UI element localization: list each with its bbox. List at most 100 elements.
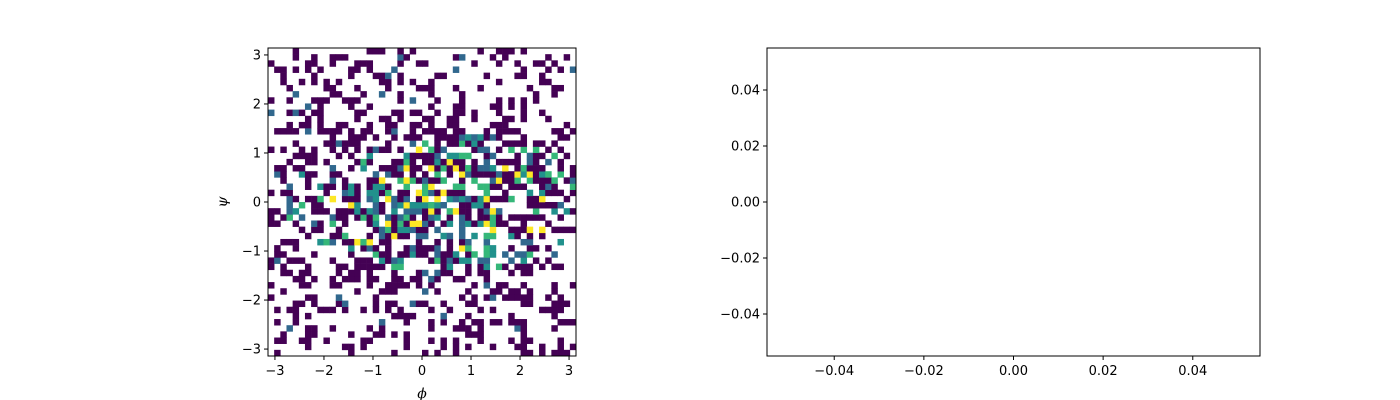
histogram-cell <box>385 226 392 234</box>
histogram-cell <box>378 251 386 258</box>
histogram-cell <box>495 263 503 271</box>
histogram-cell <box>286 269 293 277</box>
histogram-cell <box>372 245 380 252</box>
histogram-cell <box>502 121 509 129</box>
histogram-cell <box>520 103 528 110</box>
histogram-cell <box>385 251 392 258</box>
x-tick-label: 3 <box>565 364 573 379</box>
histogram-cell <box>274 66 281 73</box>
histogram-cell <box>378 115 386 123</box>
histogram-cell <box>397 91 404 98</box>
histogram-cell <box>354 84 361 92</box>
histogram-cell <box>323 84 330 92</box>
histogram-cell <box>415 121 423 129</box>
histogram-y-ticks: −3 −2 −1 0 1 2 3 <box>242 48 268 358</box>
histogram-cell <box>385 214 392 221</box>
histogram-cell <box>428 257 435 264</box>
histogram-cell <box>403 158 410 166</box>
histogram-cell <box>422 220 429 227</box>
histogram-cell <box>422 288 429 295</box>
histogram-cell <box>397 263 404 271</box>
histogram-cell <box>489 54 497 61</box>
histogram-cell <box>403 245 410 252</box>
histogram-cell <box>458 134 466 141</box>
histogram-cell <box>520 165 528 172</box>
histogram-cell <box>563 319 571 326</box>
histogram-cell <box>341 177 349 184</box>
histogram-cell <box>366 232 374 240</box>
histogram-cell <box>440 165 447 172</box>
histogram-cell <box>280 263 287 271</box>
histogram-cell <box>372 171 380 178</box>
histogram-cell <box>551 288 558 295</box>
histogram-cell <box>483 202 491 209</box>
histogram-cell <box>471 140 478 147</box>
histogram-axes: −3 −2 −1 0 1 2 3 −3 −2 −1 0 1 2 3 ϕ ψ <box>215 47 577 400</box>
histogram-cell <box>434 226 441 234</box>
histogram-cell <box>397 165 404 172</box>
histogram-cell <box>397 54 404 61</box>
histogram-cell <box>391 269 398 277</box>
histogram-cell <box>280 189 287 197</box>
histogram-cell <box>335 152 343 160</box>
histogram-cell <box>526 226 534 234</box>
histogram-cell <box>403 226 410 234</box>
histogram-cell <box>354 115 361 123</box>
histogram-cell <box>458 183 466 190</box>
histogram-cell <box>545 54 552 61</box>
histogram-cell <box>502 158 509 166</box>
histogram-cell <box>514 60 521 67</box>
histogram-cell <box>403 220 410 227</box>
histogram-cell <box>422 208 429 215</box>
histogram-cell <box>489 121 497 129</box>
histogram-cell <box>348 343 355 351</box>
histogram-cell <box>520 146 528 154</box>
histogram-cell <box>422 232 429 240</box>
histogram-cell <box>471 300 478 308</box>
histogram-cell <box>539 232 546 240</box>
histogram-cell <box>286 158 293 166</box>
histogram-cell <box>428 115 435 123</box>
histogram-cell <box>452 103 460 110</box>
histogram-cell <box>348 165 355 172</box>
histogram-cell <box>268 97 275 104</box>
histogram-cell <box>366 275 374 283</box>
histogram-cell <box>274 251 281 258</box>
histogram-cell <box>403 54 410 61</box>
histogram-cell <box>422 115 429 123</box>
histogram-cell <box>477 146 484 154</box>
histogram-cell <box>422 183 429 190</box>
histogram-cell <box>366 121 374 129</box>
histogram-cell <box>563 152 571 160</box>
histogram-cell <box>335 263 343 271</box>
histogram-cell <box>495 134 503 141</box>
histogram-cell <box>329 275 337 283</box>
histogram-cell <box>471 146 478 154</box>
histogram-cell <box>422 140 429 147</box>
histogram-cell <box>428 325 435 332</box>
histogram-cell <box>502 115 509 123</box>
histogram-cell <box>471 134 478 141</box>
histogram-cell <box>286 214 293 221</box>
histogram-cell <box>563 195 571 203</box>
histogram-cell <box>292 152 300 160</box>
histogram-cell <box>557 84 564 92</box>
histogram-cell <box>508 146 515 154</box>
histogram-cell <box>378 48 386 55</box>
histogram-cell <box>526 294 534 301</box>
histogram-cell <box>403 134 410 141</box>
histogram-cell <box>477 337 484 344</box>
histogram-cell <box>477 263 484 271</box>
histogram-cell <box>520 349 528 357</box>
histogram-cell <box>311 78 318 86</box>
histogram-cell <box>391 288 398 295</box>
histogram-cell <box>304 66 312 73</box>
histogram-cell <box>304 60 312 67</box>
histogram-cell <box>465 257 472 264</box>
histogram-cell <box>446 214 454 221</box>
histogram-cell <box>483 195 491 203</box>
histogram-cell <box>458 208 466 215</box>
histogram-cell <box>335 226 343 234</box>
histogram-cell <box>483 134 491 141</box>
histogram-cell <box>415 84 423 92</box>
